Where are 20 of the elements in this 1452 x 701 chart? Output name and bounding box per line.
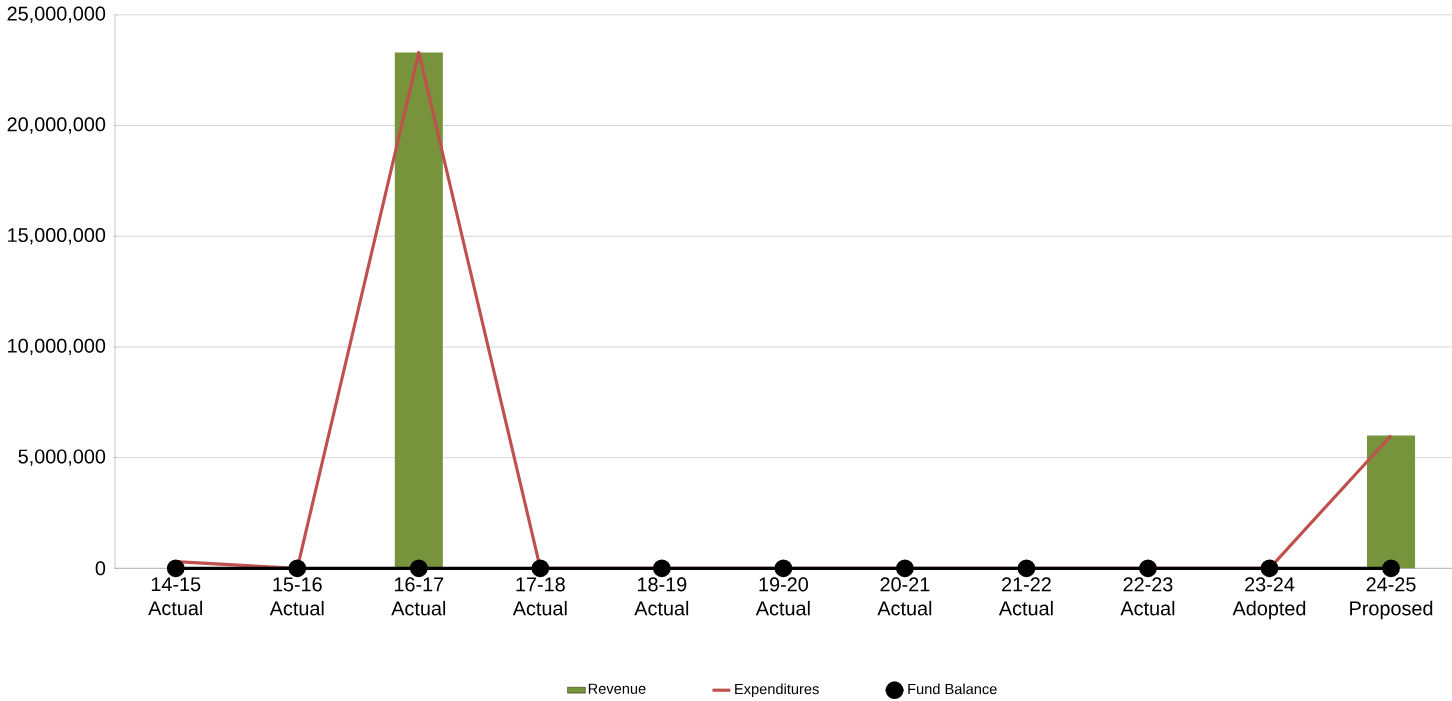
x-tick-label: 14-15 Actual: [148, 577, 202, 616]
x-tick-label: 17-18 Actual: [512, 577, 567, 616]
x-tick-label: 21-22 Actual: [998, 577, 1053, 616]
legend-label: Revenue: [588, 683, 646, 694]
x-tick-label: 24-25 Proposed: [1350, 577, 1433, 620]
x-tick-label: 22-23 Actual: [1120, 577, 1175, 616]
x-tick-label: 16-17 Actual: [391, 577, 446, 616]
y-tick-label: 25,000,000: [7, 6, 106, 23]
legend-label: Expenditures: [735, 683, 819, 697]
x-tick-label: 20-21 Actual: [877, 577, 932, 616]
x-tick-label: 19-20 Actual: [755, 577, 810, 616]
legend-label: Fund Balance: [908, 683, 997, 695]
x-tick-label: 15-16 Actual: [269, 577, 324, 616]
y-tick-label: 0: [95, 561, 106, 576]
y-tick-label: 20,000,000: [7, 117, 106, 134]
x-tick-label: 18-19 Actual: [634, 577, 689, 616]
y-tick-label: 10,000,000: [8, 338, 106, 356]
y-tick-label: 15,000,000: [8, 227, 106, 245]
y-tick-label: 5,000,000: [18, 449, 106, 466]
x-tick-label: 23-24 Adopted: [1232, 577, 1306, 620]
